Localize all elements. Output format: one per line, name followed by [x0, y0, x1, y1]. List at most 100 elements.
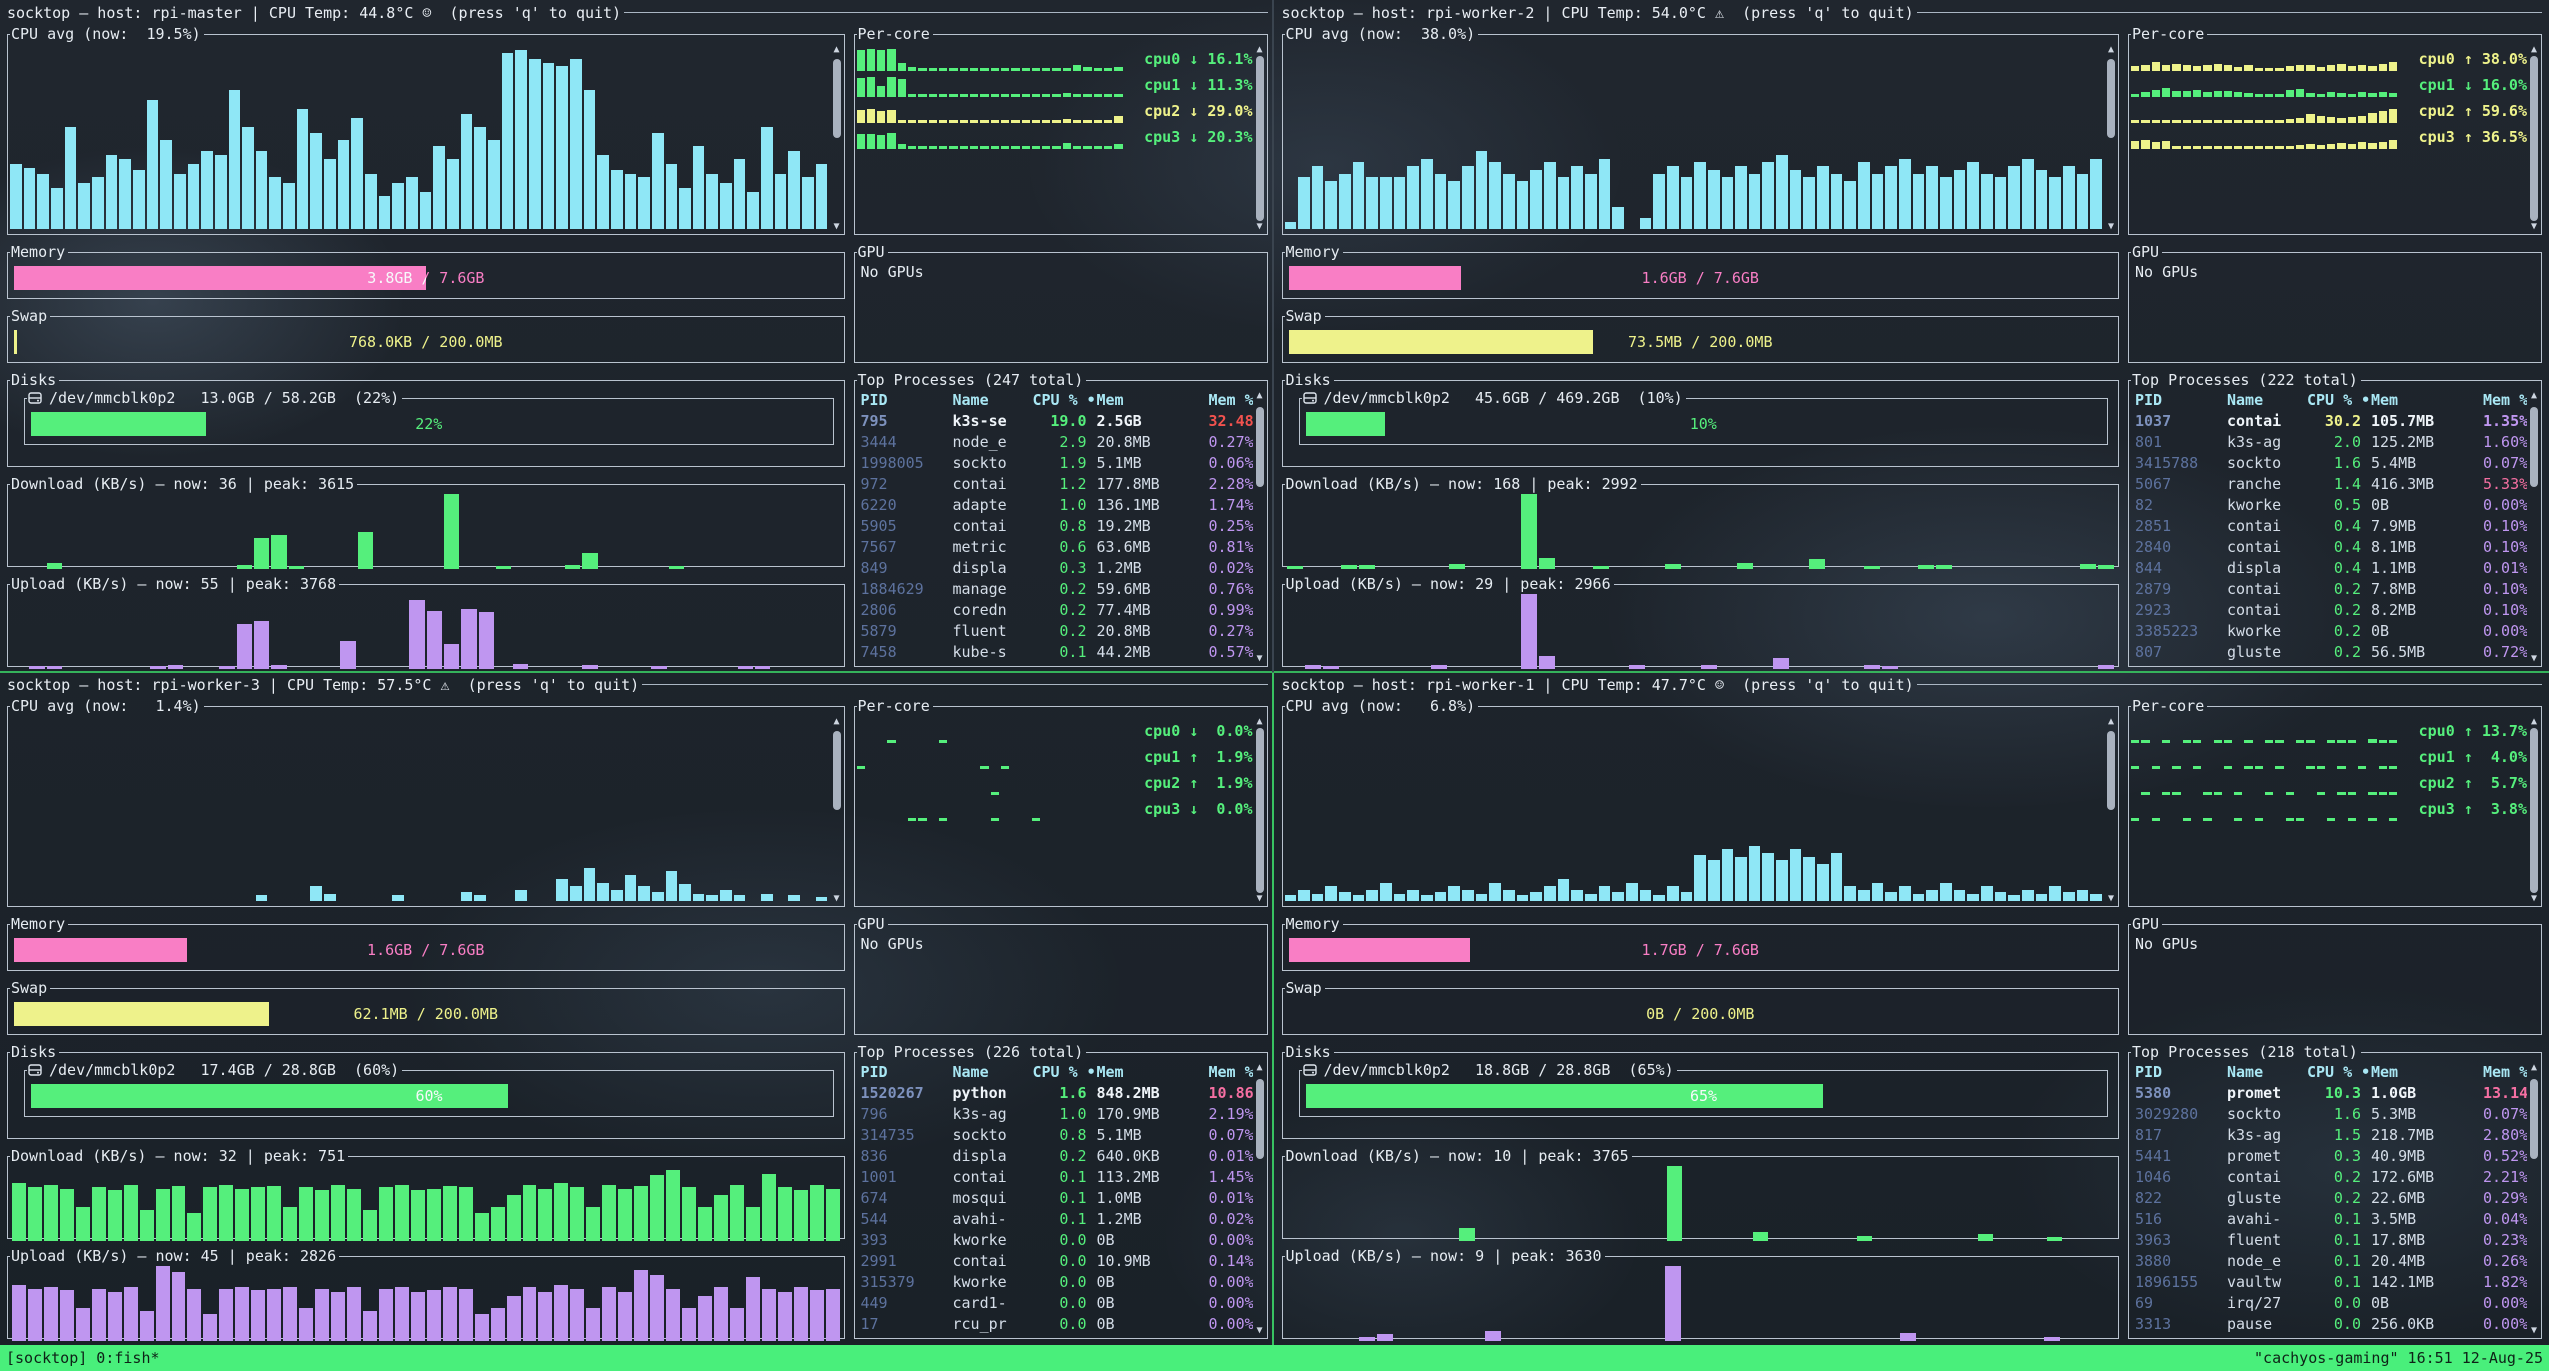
scroll-track[interactable]: [2530, 56, 2538, 221]
process-row[interactable]: 801 k3s-ag 2.0 125.2MB 1.60%: [2135, 432, 2527, 453]
process-row[interactable]: 817 k3s-ag 1.5 218.7MB 2.80%: [2135, 1125, 2527, 1146]
process-row[interactable]: 836 displa 0.2 640.0KB 0.01%: [861, 1146, 1253, 1167]
scroll-down-icon[interactable]: ▼: [2530, 653, 2538, 664]
process-scrollbar[interactable]: ▲ ▼: [1253, 1061, 1267, 1338]
scroll-down-icon[interactable]: ▼: [833, 221, 840, 232]
scroll-track[interactable]: [2107, 56, 2115, 221]
process-row[interactable]: 2851 contai 0.4 7.9MB 0.10%: [2135, 516, 2527, 537]
scroll-down-icon[interactable]: ▼: [2530, 1325, 2538, 1336]
process-row[interactable]: 3963 fluent 0.1 17.8MB 0.23%: [2135, 1230, 2527, 1251]
pane-divider-horizontal[interactable]: [0, 671, 2549, 673]
scroll-thumb[interactable]: [1255, 728, 1264, 893]
scroll-up-icon[interactable]: ▲: [833, 44, 840, 55]
process-row[interactable]: 5067 ranche 1.4 416.3MB 5.33%: [2135, 474, 2527, 495]
scroll-thumb[interactable]: [1255, 407, 1264, 488]
column-header[interactable]: CPU % •: [1032, 1063, 1096, 1081]
process-row[interactable]: 3880 node_e 0.1 20.4MB 0.26%: [2135, 1251, 2527, 1272]
scroll-thumb[interactable]: [2530, 728, 2538, 893]
column-header[interactable]: CPU % •: [2307, 391, 2371, 409]
process-row[interactable]: 1046 contai 0.2 172.6MB 2.21%: [2135, 1167, 2527, 1188]
process-row[interactable]: 2991 contai 0.0 10.9MB 0.14%: [861, 1251, 1253, 1272]
scroll-up-icon[interactable]: ▲: [1256, 1062, 1263, 1073]
scroll-up-icon[interactable]: ▲: [2530, 716, 2538, 727]
process-row[interactable]: 82 kworke 0.5 0B 0.00%: [2135, 495, 2527, 516]
scroll-up-icon[interactable]: ▲: [2107, 716, 2115, 727]
scroll-track[interactable]: [1255, 402, 1264, 653]
scroll-up-icon[interactable]: ▲: [2107, 44, 2115, 55]
process-scrollbar[interactable]: ▲ ▼: [2527, 1061, 2541, 1338]
process-row[interactable]: 822 gluste 0.2 22.6MB 0.29%: [2135, 1188, 2527, 1209]
process-row[interactable]: 796 k3s-ag 1.0 170.9MB 2.19%: [861, 1104, 1253, 1125]
process-row[interactable]: 5380 promet 10.3 1.0GB 13.14%: [2135, 1083, 2527, 1104]
column-header[interactable]: Name: [952, 1063, 989, 1081]
scroll-up-icon[interactable]: ▲: [2530, 390, 2538, 401]
column-header[interactable]: Mem: [1096, 1063, 1124, 1081]
scroll-thumb[interactable]: [2530, 1079, 2538, 1160]
process-row[interactable]: 69 irq/27 0.0 0B 0.00%: [2135, 1293, 2527, 1314]
scroll-up-icon[interactable]: ▲: [2530, 44, 2538, 55]
scroll-thumb[interactable]: [2530, 56, 2538, 221]
scroll-track[interactable]: [2530, 1074, 2538, 1325]
process-row[interactable]: 393 kworke 0.0 0B 0.00%: [861, 1230, 1253, 1251]
scroll-down-icon[interactable]: ▼: [1256, 1325, 1263, 1336]
process-row[interactable]: 1896155 vaultw 0.1 142.1MB 1.82%: [2135, 1272, 2527, 1293]
process-row[interactable]: 7567 metric 0.6 63.6MB 0.81%: [861, 537, 1253, 558]
process-row[interactable]: 1884629 manage 0.2 59.6MB 0.76%: [861, 579, 1253, 600]
process-row[interactable]: 972 contai 1.2 177.8MB 2.28%: [861, 474, 1253, 495]
tmux-session-window[interactable]: [socktop] 0:fish*: [6, 1349, 160, 1367]
scroll-down-icon[interactable]: ▼: [2530, 221, 2538, 232]
scroll-thumb[interactable]: [2530, 407, 2538, 488]
process-row[interactable]: 2806 coredn 0.2 77.4MB 0.99%: [861, 600, 1253, 621]
cpu-avg-scrollbar[interactable]: ▲ ▼: [2104, 715, 2118, 906]
process-row[interactable]: 807 gluste 0.2 56.5MB 0.72%: [2135, 642, 2527, 663]
process-row[interactable]: 2879 contai 0.2 7.8MB 0.10%: [2135, 579, 2527, 600]
process-row[interactable]: 449 card1- 0.0 0B 0.00%: [861, 1293, 1253, 1314]
scroll-track[interactable]: [2530, 728, 2538, 893]
scroll-track[interactable]: [832, 728, 841, 893]
column-header[interactable]: PID: [860, 1063, 888, 1081]
column-header[interactable]: Mem %: [2483, 1063, 2527, 1081]
scroll-down-icon[interactable]: ▼: [1256, 653, 1263, 664]
column-header[interactable]: PID: [2135, 391, 2163, 409]
cpu-avg-scrollbar[interactable]: ▲ ▼: [830, 715, 844, 906]
process-scrollbar[interactable]: ▲ ▼: [1253, 389, 1267, 666]
scroll-up-icon[interactable]: ▲: [833, 716, 840, 727]
scroll-down-icon[interactable]: ▼: [1256, 893, 1263, 904]
scroll-down-icon[interactable]: ▼: [2107, 893, 2115, 904]
column-header[interactable]: Mem: [2371, 391, 2399, 409]
scroll-thumb[interactable]: [2107, 59, 2115, 139]
column-header[interactable]: Mem: [2371, 1063, 2399, 1081]
process-row[interactable]: 2923 contai 0.2 8.2MB 0.10%: [2135, 600, 2527, 621]
scroll-down-icon[interactable]: ▼: [2107, 221, 2115, 232]
scroll-up-icon[interactable]: ▲: [1256, 44, 1263, 55]
column-header[interactable]: Mem %: [1208, 1063, 1253, 1081]
process-row[interactable]: 2840 contai 0.4 8.1MB 0.10%: [2135, 537, 2527, 558]
scroll-down-icon[interactable]: ▼: [2530, 893, 2538, 904]
process-row[interactable]: 6220 adapte 1.0 136.1MB 1.74%: [861, 495, 1253, 516]
process-row[interactable]: 544 avahi- 0.1 1.2MB 0.02%: [861, 1209, 1253, 1230]
process-row[interactable]: 849 displa 0.3 1.2MB 0.02%: [861, 558, 1253, 579]
cpu-avg-scrollbar[interactable]: ▲ ▼: [2104, 43, 2118, 234]
process-row[interactable]: 3313 pause 0.0 256.0KB 0.00%: [2135, 1314, 2527, 1335]
scroll-up-icon[interactable]: ▲: [1256, 390, 1263, 401]
column-header[interactable]: PID: [2135, 1063, 2163, 1081]
column-header[interactable]: CPU % •: [2307, 1063, 2371, 1081]
process-row[interactable]: 1001 contai 0.1 113.2MB 1.45%: [861, 1167, 1253, 1188]
process-row[interactable]: 17 rcu_pr 0.0 0B 0.00%: [861, 1314, 1253, 1335]
scroll-thumb[interactable]: [1255, 56, 1264, 221]
process-scrollbar[interactable]: ▲ ▼: [2527, 389, 2541, 666]
process-row[interactable]: 795 k3s-se 19.0 2.5GB 32.48%: [861, 411, 1253, 432]
per-core-scrollbar[interactable]: ▲ ▼: [1253, 715, 1267, 906]
column-header[interactable]: PID: [860, 391, 888, 409]
scroll-thumb[interactable]: [2107, 731, 2115, 811]
process-row[interactable]: 3029280 sockto 1.6 5.3MB 0.07%: [2135, 1104, 2527, 1125]
per-core-scrollbar[interactable]: ▲ ▼: [1253, 43, 1267, 234]
scroll-track[interactable]: [2107, 728, 2115, 893]
scroll-thumb[interactable]: [832, 731, 841, 811]
scroll-down-icon[interactable]: ▼: [1256, 221, 1263, 232]
process-row[interactable]: 516 avahi- 0.1 3.5MB 0.04%: [2135, 1209, 2527, 1230]
column-header[interactable]: Mem %: [2483, 391, 2527, 409]
process-row[interactable]: 3385223 kworke 0.2 0B 0.00%: [2135, 621, 2527, 642]
scroll-track[interactable]: [2530, 402, 2538, 653]
process-row[interactable]: 5905 contai 0.8 19.2MB 0.25%: [861, 516, 1253, 537]
